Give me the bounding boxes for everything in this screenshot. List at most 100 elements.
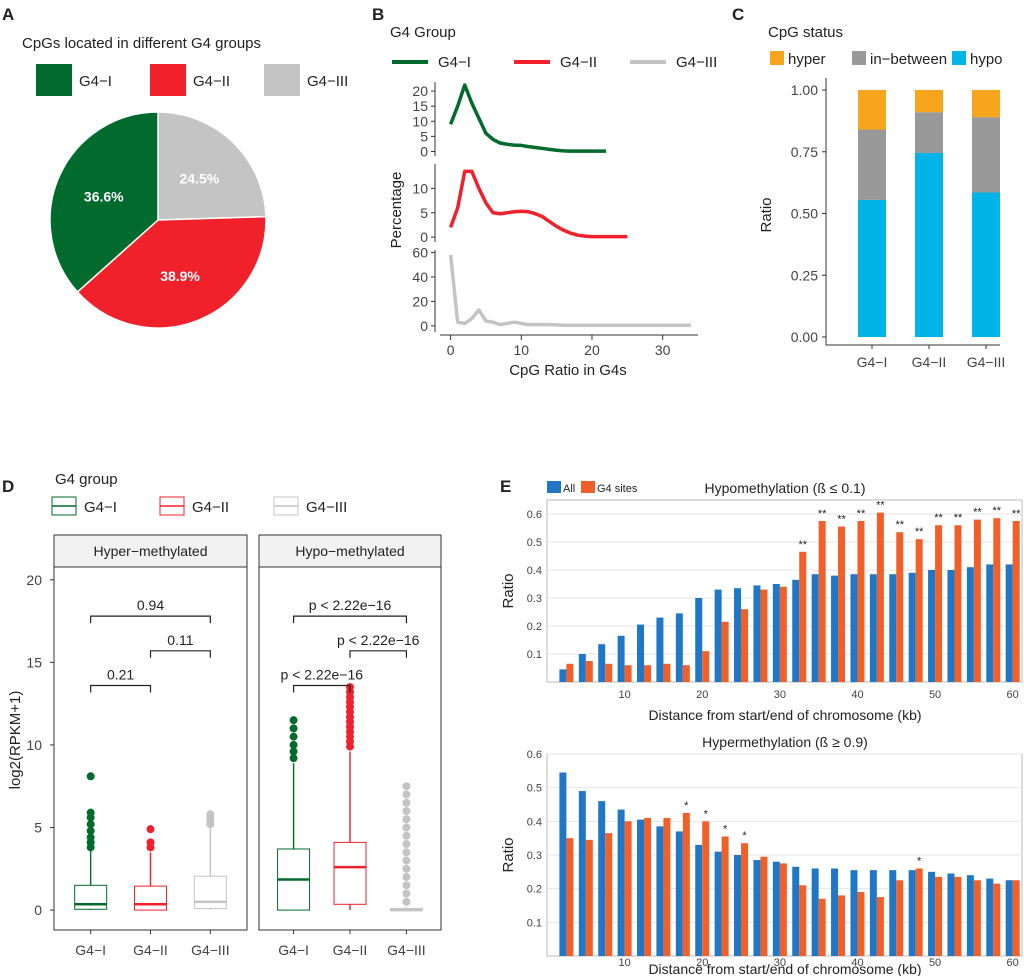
bar-g4-0-15 xyxy=(857,521,865,682)
bar-g4-1-7 xyxy=(702,821,710,956)
bar-all-0-3 xyxy=(617,635,625,682)
significance-mark-1-7: * xyxy=(704,808,709,820)
y-axis-label-0: Ratio xyxy=(500,573,517,608)
bar-all-1-10 xyxy=(753,860,761,956)
bar-g4-1-5 xyxy=(663,817,671,956)
outlier-point-2 xyxy=(402,823,411,832)
bar-g4-1-1 xyxy=(585,839,593,956)
significance-mark-0-19: ** xyxy=(934,512,943,524)
box-1 xyxy=(333,841,367,905)
bar-segment-hyper-2 xyxy=(972,90,1000,118)
bar-g4-0-10 xyxy=(760,589,768,682)
legend-label-1: G4−II xyxy=(560,54,597,71)
bar-segment-hypo-2 xyxy=(972,192,1000,337)
subplot-title-1: Hypermethylation (ß ≥ 0.9) xyxy=(702,734,868,750)
bar-all-1-2 xyxy=(598,801,606,956)
x-tick-label-0: G4−I xyxy=(278,942,309,958)
x-tick-label: 0 xyxy=(447,342,455,358)
pie-value-label-1: 38.9% xyxy=(160,268,200,284)
y-tick-label-1: 0.1 xyxy=(527,917,542,929)
bar-all-0-21 xyxy=(966,567,974,682)
panel-label-b: B xyxy=(372,5,384,24)
bar-all-0-10 xyxy=(753,585,761,682)
comparison-label-0: p < 2.22e−16 xyxy=(309,597,392,613)
bar-g4-1-15 xyxy=(857,892,865,956)
bar-g4-0-19 xyxy=(935,525,943,682)
y-tick-label: 20 xyxy=(26,572,42,588)
bar-g4-1-20 xyxy=(954,876,962,956)
bar-all-0-19 xyxy=(928,570,936,682)
comparison-label-0: 0.94 xyxy=(137,597,164,613)
bar-all-1-15 xyxy=(850,870,858,956)
bar-all-1-19 xyxy=(928,871,936,956)
bar-g4-1-12 xyxy=(799,885,807,956)
bar-all-1-0 xyxy=(559,772,567,956)
series-line-2 xyxy=(448,254,691,328)
outlier-point-2 xyxy=(402,856,411,865)
bar-segment-hyper-0 xyxy=(858,90,886,130)
comparison-bracket-2 xyxy=(292,684,351,693)
bar-g4-1-0 xyxy=(566,838,574,956)
y-tick-label: 0.25 xyxy=(791,267,818,283)
bar-g4-1-19 xyxy=(935,876,943,956)
legend-swatch-g4 xyxy=(581,481,595,493)
bar-g4-1-17 xyxy=(896,880,904,956)
bar-g4-0-4 xyxy=(644,665,652,682)
bar-all-1-18 xyxy=(908,870,916,956)
outlier-point-0 xyxy=(86,808,95,817)
panel-a: A CpGs located in different G4 groups G4−I… xyxy=(2,5,348,329)
significance-mark-0-20: ** xyxy=(954,512,963,524)
bar-g4-0-1 xyxy=(585,661,593,682)
y-tick-label: 1.00 xyxy=(791,82,818,98)
outlier-point-0 xyxy=(86,820,95,829)
bar-g4-0-20 xyxy=(954,525,962,682)
x-tick-label-1: 40 xyxy=(851,957,863,969)
significance-mark-0-22: ** xyxy=(993,505,1002,517)
outlier-point-2 xyxy=(402,864,411,873)
bar-all-0-2 xyxy=(598,644,606,682)
pie-title: CpGs located in different G4 groups xyxy=(22,35,261,52)
y-tick-label-0: 0.1 xyxy=(527,649,542,661)
x-tick-label: 20 xyxy=(584,342,600,358)
outlier-point-0 xyxy=(289,747,298,756)
y-tick-label: 0.75 xyxy=(791,144,818,160)
legend-swatch-1 xyxy=(852,51,866,65)
bar-g4-0-7 xyxy=(702,651,710,682)
y-tick-label: 5 xyxy=(34,820,42,836)
comparison-label-1: p < 2.22e−16 xyxy=(337,632,420,648)
y-tick-label-1: 0.3 xyxy=(527,850,542,862)
x-axis-label: CpG Ratio in G4s xyxy=(509,362,627,379)
bar-g4-0-14 xyxy=(838,526,846,682)
y-tick-label: 0.00 xyxy=(791,329,818,345)
bar-all-1-7 xyxy=(695,844,703,956)
y-tick-label-0: 10 xyxy=(412,113,428,129)
comparison-bracket-1 xyxy=(149,650,211,658)
x-axis-label-0: Distance from start/end of chromosome (k… xyxy=(648,707,921,723)
x-tick-label-0: 60 xyxy=(1007,689,1019,701)
x-axis-label-1: Distance from start/end of chromosome (k… xyxy=(648,961,921,976)
facet-strip-0 xyxy=(53,534,248,568)
legend-label-0: G4−I xyxy=(438,54,471,71)
panel-c: C CpG status hyper in−between hypo 0.00 0.25 0.… xyxy=(732,5,1005,370)
comparison-bracket-1 xyxy=(349,650,408,658)
bar-segment-in−between-1 xyxy=(915,112,943,153)
y-tick-label-1: 5 xyxy=(420,205,428,221)
legend-label-0: hyper xyxy=(788,51,826,68)
series-line-0 xyxy=(448,83,607,153)
legend-swatch-0 xyxy=(36,64,72,96)
legend-label-1: G4−II xyxy=(193,73,230,90)
bar-segment-hypo-1 xyxy=(915,152,943,337)
significance-mark-0-15: ** xyxy=(857,508,866,520)
outlier-point-2 xyxy=(402,889,411,898)
significance-mark-0-21: ** xyxy=(973,507,982,519)
significance-mark-0-13: ** xyxy=(818,508,827,520)
significance-mark-1-6: * xyxy=(684,800,689,812)
y-tick-label: 0 xyxy=(34,902,42,918)
significance-mark-0-16: ** xyxy=(876,500,885,512)
bar-all-1-12 xyxy=(792,866,800,956)
x-tick-label-1: 30 xyxy=(774,957,786,969)
bar-all-1-22 xyxy=(986,878,994,956)
bar-g4-1-9 xyxy=(741,843,749,956)
bar-all-1-9 xyxy=(734,855,742,956)
